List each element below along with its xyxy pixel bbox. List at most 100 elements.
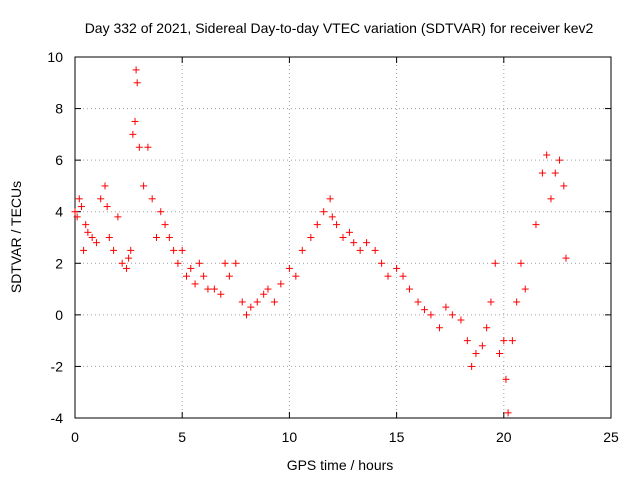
data-point <box>232 259 240 267</box>
data-point <box>75 195 83 203</box>
data-point <box>200 272 208 280</box>
data-point <box>298 246 306 254</box>
data-point <box>500 337 508 345</box>
data-point <box>84 228 92 236</box>
data-point <box>472 350 480 358</box>
data-point <box>448 311 456 319</box>
data-point <box>97 195 105 203</box>
y-tick-label: 10 <box>47 49 63 65</box>
y-tick-label: 2 <box>55 255 63 271</box>
data-point <box>71 208 79 216</box>
data-point <box>339 234 347 241</box>
data-point <box>556 156 564 164</box>
data-point <box>285 264 293 272</box>
data-point <box>129 130 137 138</box>
data-point <box>103 203 111 211</box>
data-point <box>247 303 255 311</box>
grid <box>75 57 611 418</box>
data-point <box>277 280 285 288</box>
data-point <box>313 221 321 229</box>
data-point <box>560 182 568 190</box>
data-point <box>165 234 173 241</box>
data-point <box>152 234 160 241</box>
data-point <box>88 234 96 241</box>
data-point <box>204 285 212 293</box>
data-point <box>140 182 148 190</box>
data-point <box>420 306 428 314</box>
data-point <box>221 259 229 267</box>
x-tick-label: 5 <box>178 429 186 445</box>
data-point <box>350 239 358 247</box>
data-point <box>508 337 516 345</box>
data-point <box>195 259 203 267</box>
y-tick-label: 4 <box>55 204 63 220</box>
data-point <box>513 298 521 306</box>
data-point <box>82 221 90 229</box>
data-point <box>371 246 379 254</box>
data-point <box>178 246 186 254</box>
data-series-sdtvar <box>71 66 570 417</box>
data-point <box>148 195 156 203</box>
data-point <box>210 285 218 293</box>
data-point <box>393 264 401 272</box>
data-point <box>457 316 465 324</box>
data-point <box>538 169 546 177</box>
data-point <box>73 213 81 221</box>
data-point <box>157 208 165 216</box>
data-point <box>101 182 109 190</box>
data-point <box>532 221 540 229</box>
data-point <box>399 272 407 280</box>
x-tick-label: 0 <box>71 429 79 445</box>
data-point <box>125 254 133 262</box>
y-tick-label: 0 <box>55 307 63 323</box>
data-point <box>132 66 140 74</box>
y-axis-label: SDTVAR / TECUs <box>8 181 24 293</box>
data-point <box>161 221 169 229</box>
data-point <box>182 272 190 280</box>
data-point <box>320 208 328 216</box>
data-point <box>468 362 476 370</box>
data-point <box>414 298 422 306</box>
data-point <box>502 375 510 383</box>
data-point <box>517 259 525 267</box>
data-point <box>170 246 178 254</box>
data-point <box>238 298 246 306</box>
data-point <box>483 324 491 332</box>
data-point <box>326 195 334 203</box>
data-point <box>191 280 199 288</box>
data-point <box>384 272 392 280</box>
data-point <box>122 264 130 272</box>
data-point <box>307 234 315 241</box>
x-tick-label: 25 <box>603 429 619 445</box>
y-tick-label: -4 <box>51 410 64 426</box>
data-point <box>243 311 251 319</box>
x-axis-tick-labels: 0 5 10 15 20 25 <box>71 429 619 445</box>
data-point <box>144 143 152 151</box>
data-point <box>543 151 551 159</box>
data-point <box>442 303 450 311</box>
data-point <box>118 259 126 267</box>
data-point <box>521 285 529 293</box>
x-tick-label: 20 <box>496 429 512 445</box>
data-point <box>356 246 364 254</box>
x-tick-label: 15 <box>389 429 405 445</box>
data-point <box>328 213 336 221</box>
x-tick-label: 10 <box>282 429 298 445</box>
data-point <box>463 337 471 345</box>
data-point <box>133 79 141 87</box>
data-point <box>135 143 143 151</box>
data-point <box>504 409 512 417</box>
data-point <box>217 290 225 298</box>
data-point <box>225 272 233 280</box>
data-point <box>491 259 499 267</box>
data-point <box>260 290 268 298</box>
data-point <box>110 246 118 254</box>
data-point <box>487 298 495 306</box>
data-point <box>435 324 443 332</box>
data-point <box>92 239 100 247</box>
axis-ticks <box>74 56 612 419</box>
data-point <box>496 350 504 358</box>
data-point <box>264 285 272 293</box>
data-point <box>253 298 261 306</box>
